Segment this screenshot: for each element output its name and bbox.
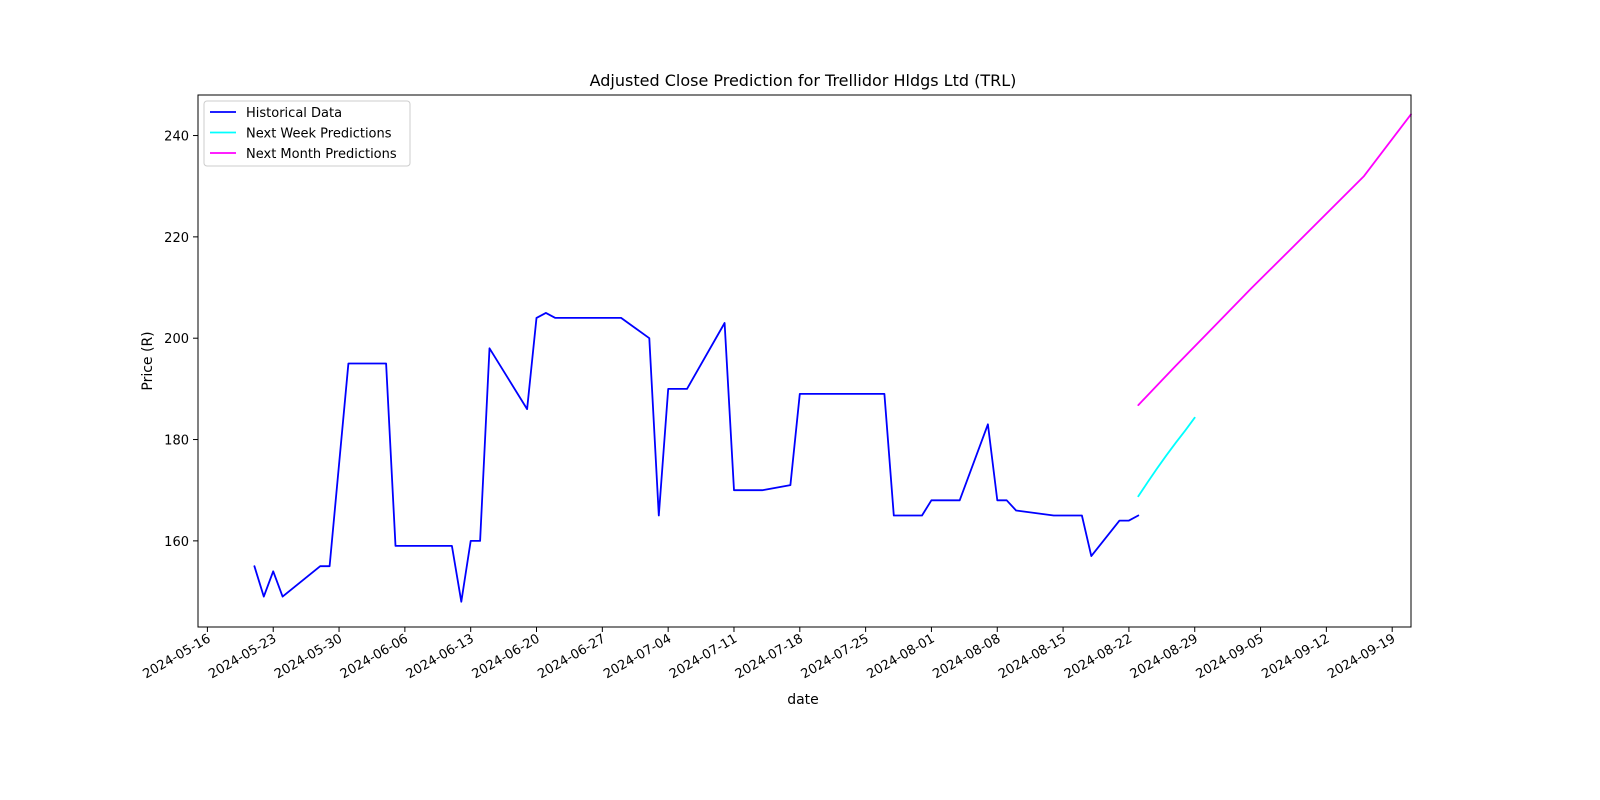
x-tick-label: 2024-05-16 <box>140 631 213 682</box>
series-line-1 <box>253 311 1140 603</box>
x-tick-label: 2024-05-23 <box>206 631 279 682</box>
x-tick-label: 2024-07-04 <box>601 631 674 682</box>
x-tick-label: 2024-08-08 <box>930 631 1003 682</box>
y-axis-label: Price (R) <box>140 331 156 390</box>
x-tick-label: 2024-06-06 <box>338 631 411 682</box>
x-tick-label: 2024-06-27 <box>535 631 608 682</box>
y-tick-label: 160 <box>164 535 189 550</box>
plot-area <box>253 113 1412 603</box>
y-axis: 160 180 200 220 240 <box>164 130 198 550</box>
legend-label: Next Month Predictions <box>246 147 397 162</box>
x-tick-label: 2024-09-05 <box>1194 631 1267 682</box>
series-line-2 <box>1137 416 1196 498</box>
x-axis: 2024-05-162024-05-232024-05-302024-06-06… <box>140 627 1398 682</box>
legend: Historical Data Next Week Predictions Next… <box>203 100 411 167</box>
x-tick-label: 2024-08-29 <box>1128 631 1201 682</box>
y-tick-label: 220 <box>164 231 189 246</box>
legend-label: Historical Data <box>246 106 342 121</box>
x-tick-label: 2024-08-01 <box>865 631 938 682</box>
plot-frame <box>197 94 1412 628</box>
x-tick-label: 2024-09-12 <box>1259 631 1332 682</box>
x-tick-label: 2024-08-15 <box>996 631 1069 682</box>
y-tick-label: 180 <box>164 434 189 449</box>
series-line-3 <box>1137 113 1412 407</box>
legend-box <box>203 100 411 167</box>
x-tick-label: 2024-06-20 <box>470 631 543 682</box>
x-tick-label: 2024-07-18 <box>733 631 806 682</box>
x-tick-label: 2024-05-30 <box>272 631 345 682</box>
legend-label: Next Week Predictions <box>246 127 392 142</box>
chart-title: Adjusted Close Prediction for Trellidor … <box>590 71 1017 90</box>
x-tick-label: 2024-08-22 <box>1062 631 1135 682</box>
y-tick-label: 240 <box>164 130 189 145</box>
x-tick-label: 2024-07-11 <box>667 631 740 682</box>
x-tick-label: 2024-07-25 <box>799 631 872 682</box>
x-axis-label: date <box>787 692 819 708</box>
x-tick-label: 2024-09-19 <box>1325 631 1398 682</box>
y-tick-label: 200 <box>164 332 189 347</box>
x-tick-label: 2024-06-13 <box>404 631 477 682</box>
